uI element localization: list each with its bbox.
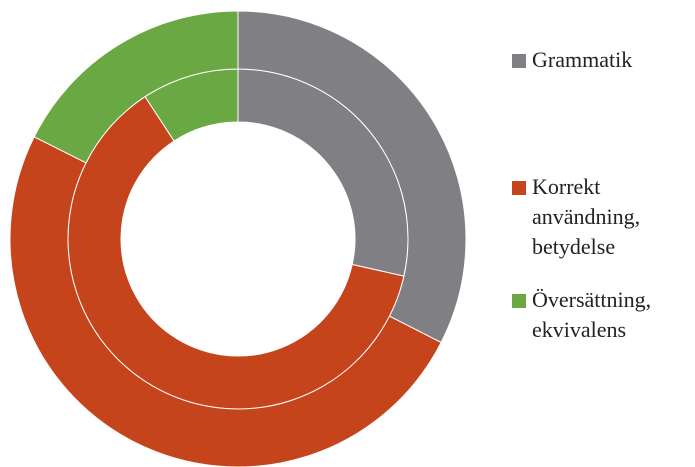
legend-item: Korrekt användning, betydelse (512, 172, 692, 262)
legend-swatch (512, 54, 526, 68)
legend-swatch (512, 181, 526, 195)
legend-item: Översättning, ekvivalens (512, 285, 692, 345)
legend-label: Grammatik (532, 47, 633, 72)
donut-slice (33, 10, 239, 164)
legend-item: Grammatik (512, 45, 692, 75)
donut-slice (237, 10, 467, 344)
legend-label: Korrekt användning, betydelse (532, 174, 641, 259)
legend-label: Översättning, ekvivalens (532, 287, 652, 342)
donut-slice (9, 136, 442, 467)
legend-swatch (512, 294, 526, 308)
